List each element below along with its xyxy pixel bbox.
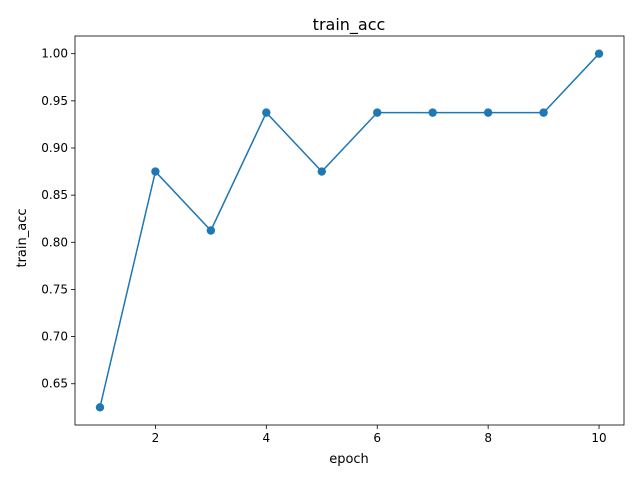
y-tick-label: 0.80 — [41, 235, 68, 249]
data-point — [594, 49, 604, 58]
data-point — [373, 108, 382, 117]
y-tick-label: 0.70 — [41, 330, 68, 344]
y-axis-label: train_acc — [15, 208, 30, 267]
data-point — [262, 108, 271, 117]
y-tick-label: 0.75 — [41, 282, 68, 296]
data-point — [428, 108, 437, 117]
y-tick-label: 0.95 — [41, 94, 68, 108]
x-tick-label: 10 — [591, 431, 606, 445]
data-point — [539, 108, 548, 117]
x-tick-label: 4 — [262, 431, 270, 445]
x-tick-label: 8 — [484, 431, 492, 445]
data-point — [317, 167, 326, 176]
chart-title: train_acc — [313, 15, 386, 35]
data-point — [483, 108, 493, 117]
x-tick-label: 2 — [152, 431, 160, 445]
data-point — [206, 226, 216, 235]
y-tick-label: 0.85 — [41, 188, 68, 202]
series-line — [99, 53, 600, 408]
data-point — [151, 167, 160, 176]
data-point — [95, 403, 105, 412]
plot-area: 2 4 6 8 10 0.65 0.70 0.75 0.80 0.85 0.90 0.95 1.00 — [41, 35, 625, 445]
y-tick-label: 0.65 — [41, 377, 68, 391]
x-axis-label: epoch — [329, 452, 369, 467]
axes-frame — [74, 35, 625, 426]
x-tick-label: 6 — [373, 431, 381, 445]
y-tick-label: 1.00 — [41, 47, 68, 61]
y-tick-label: 0.90 — [41, 141, 68, 155]
